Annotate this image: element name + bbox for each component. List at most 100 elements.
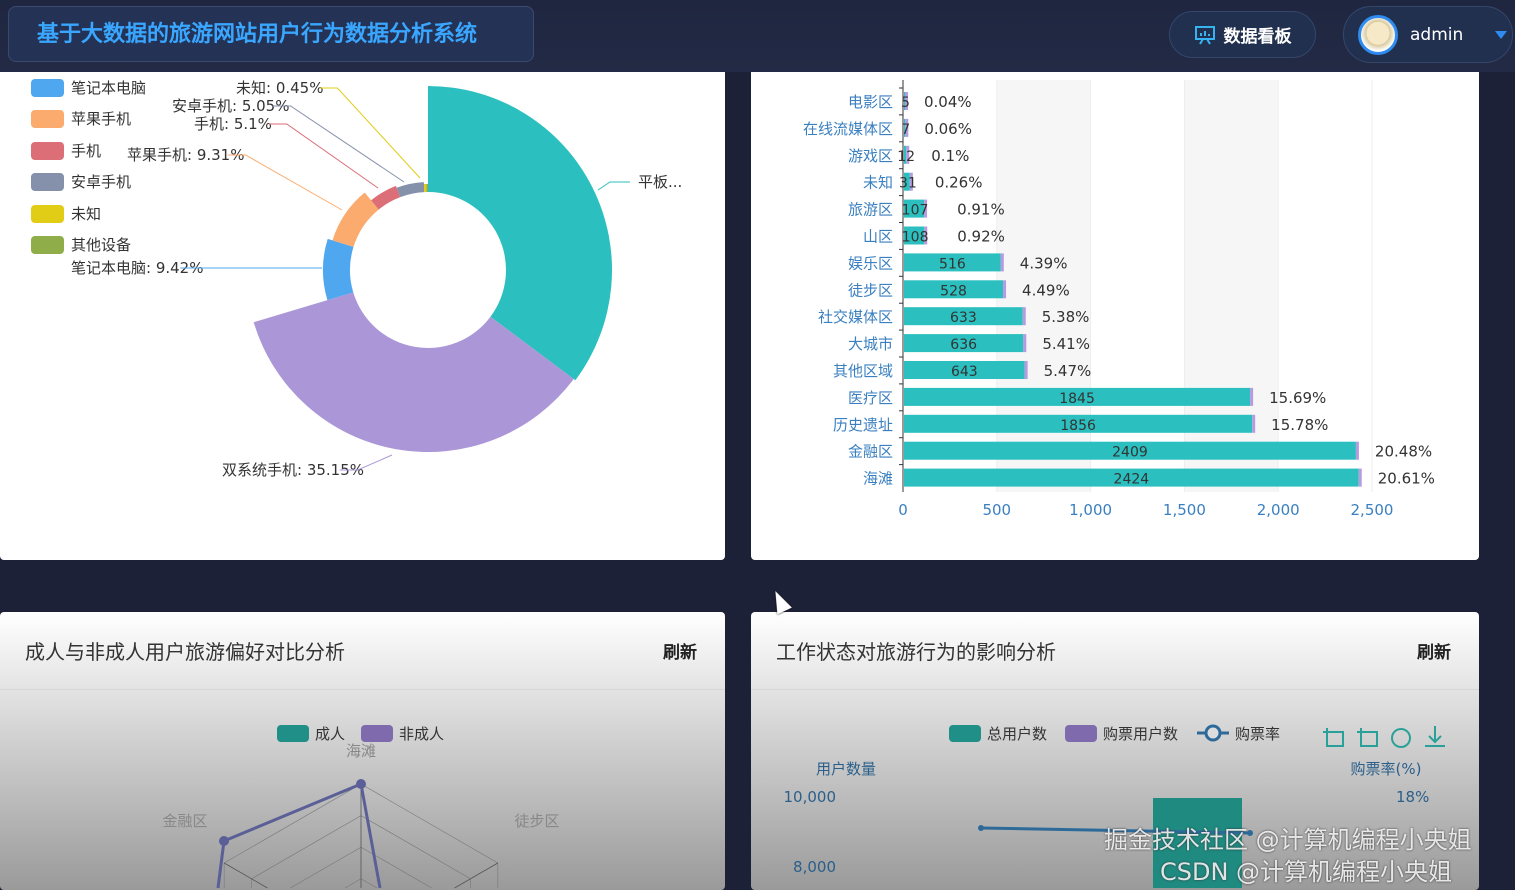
y-tick-label: 旅游区 xyxy=(848,201,893,219)
percent-label: 5.47% xyxy=(1044,362,1092,380)
legend-item[interactable]: 未知 xyxy=(31,204,146,224)
legend-item[interactable]: 笔记本电脑 xyxy=(31,78,146,98)
radar-grid xyxy=(344,878,362,889)
legend-swatch xyxy=(361,725,393,742)
legend-swatch xyxy=(31,141,64,160)
bar-value-label: 516 xyxy=(939,256,966,272)
y-tick-label: 徒步区 xyxy=(848,281,893,299)
rotate-icon[interactable] xyxy=(1357,728,1378,747)
radar-point xyxy=(356,779,366,789)
legend-item[interactable]: 手机 xyxy=(31,141,146,161)
device-distribution-panel: 平板... 双系统手机: 35.15% 笔记本电脑: 9.42% 苹果手机: 9.31… xyxy=(0,60,725,560)
bar xyxy=(904,199,925,218)
label-line xyxy=(268,123,379,189)
user-menu[interactable]: admin xyxy=(1343,6,1513,63)
percent-label: 0.1% xyxy=(931,147,969,165)
panel-title: 工作状态对旅游行为的影响分析 xyxy=(776,640,1056,664)
legend-label: 购票用户数 xyxy=(1103,725,1178,743)
icon-shape xyxy=(1357,728,1378,747)
radar-series-line xyxy=(223,782,362,843)
legend-item[interactable]: 苹果手机 xyxy=(31,109,146,129)
bar-end xyxy=(1252,414,1256,433)
adult-preference-panel: 成人与非成人用户旅游偏好对比分析 刷新 成人 非成人 海滩 金融区 徒步区 xyxy=(0,612,725,890)
watermark: CSDN @计算机编程小央姐 xyxy=(1160,858,1453,886)
bar-value-label: 1845 xyxy=(1059,391,1095,407)
bar-value-label: 643 xyxy=(951,364,978,380)
dashboard-label: 数据看板 xyxy=(1223,27,1292,47)
legend-swatch xyxy=(31,235,64,254)
legend-label: 未知 xyxy=(71,204,102,223)
legend-swatch xyxy=(277,725,309,742)
mouse-cursor xyxy=(768,587,792,615)
percent-label: 4.49% xyxy=(1022,281,1070,299)
legend-label: 购票率 xyxy=(1235,725,1280,743)
refresh-button[interactable]: 刷新 xyxy=(1417,643,1451,663)
download-icon[interactable] xyxy=(1425,726,1445,747)
x-tick-label: 2,500 xyxy=(1351,501,1394,519)
radar-grid xyxy=(224,783,362,864)
percent-label: 0.92% xyxy=(957,228,1005,246)
work-status-panel: 工作状态对旅游行为的影响分析 刷新 总用户数 购票用户数 购票率 用户数量 购票率(%) 1… xyxy=(751,612,1479,890)
bar xyxy=(904,280,1004,299)
slice-label: 平板... xyxy=(638,173,682,191)
bar-end xyxy=(1003,280,1007,299)
y-tick-label: 大城市 xyxy=(848,335,893,353)
presentation-board-icon xyxy=(1194,25,1215,45)
legend-swatch xyxy=(31,204,64,223)
percent-label: 15.69% xyxy=(1269,389,1326,407)
x-tick-label: 0 xyxy=(898,501,908,519)
bar-end xyxy=(905,118,909,137)
username: admin xyxy=(1410,24,1464,45)
slice-label: 苹果手机: 9.31% xyxy=(127,146,244,164)
x-tick-label: 1,000 xyxy=(1069,501,1112,519)
bar-end xyxy=(905,92,908,110)
label-line xyxy=(272,105,405,183)
radar-point xyxy=(219,836,229,846)
legend-label: 手机 xyxy=(71,141,102,160)
pie-slice xyxy=(428,86,612,381)
percent-label: 0.04% xyxy=(924,93,972,111)
radar-axis-label: 徒步区 xyxy=(514,812,559,830)
bar xyxy=(904,307,1023,326)
region-bar-panel: 0 500 1,000 1,500 2,000 2,500 电影区 5 0.04% 在线流媒体区 7… xyxy=(751,60,1479,560)
bar xyxy=(904,253,1001,272)
bar xyxy=(904,172,910,191)
y-tick-label: 历史遗址 xyxy=(833,416,893,434)
pie-slice xyxy=(332,192,379,247)
bar-value-label: 636 xyxy=(950,337,977,353)
legend-item[interactable]: 安卓手机 xyxy=(31,172,146,192)
bar xyxy=(904,334,1024,353)
percent-label: 4.39% xyxy=(1020,254,1068,272)
bar-value-label: 107 xyxy=(902,203,929,219)
radar-grid xyxy=(251,815,362,880)
dashboard-button[interactable]: 数据看板 xyxy=(1169,11,1316,58)
y-tick-label: 游戏区 xyxy=(848,147,893,165)
label-line xyxy=(319,87,421,179)
refresh-button[interactable]: 刷新 xyxy=(663,643,697,663)
slice-label: 手机: 5.1% xyxy=(194,115,272,133)
bar xyxy=(904,387,1251,406)
legend-label: 安卓手机 xyxy=(71,173,132,192)
app-title: 基于大数据的旅游网站用户行为数据分析系统 xyxy=(8,6,534,62)
pie-slice xyxy=(371,185,401,210)
radar-axis-label: 金融区 xyxy=(162,812,207,830)
pie-slice xyxy=(426,184,428,193)
legend-item[interactable]: 其他设备 xyxy=(31,235,146,255)
refresh-icon[interactable] xyxy=(1391,728,1411,748)
y-tick-label: 电影区 xyxy=(848,93,893,111)
y-tick-label: 海滩 xyxy=(863,470,893,488)
bar xyxy=(1153,798,1242,888)
crop-icon[interactable] xyxy=(1323,728,1344,747)
slice-label: 双系统手机: 35.15% xyxy=(222,461,364,479)
x-tick-label: 2,000 xyxy=(1257,501,1300,519)
percent-label: 0.06% xyxy=(924,120,972,138)
legend-label: 苹果手机 xyxy=(71,110,132,129)
bar xyxy=(904,92,905,110)
icon-shape xyxy=(1323,728,1344,747)
y-axis-title-right: 购票率(%) xyxy=(1351,760,1422,778)
bar-value-label: 7 xyxy=(901,122,910,138)
percent-label: 20.61% xyxy=(1378,470,1435,488)
radar-series-line xyxy=(216,840,226,889)
